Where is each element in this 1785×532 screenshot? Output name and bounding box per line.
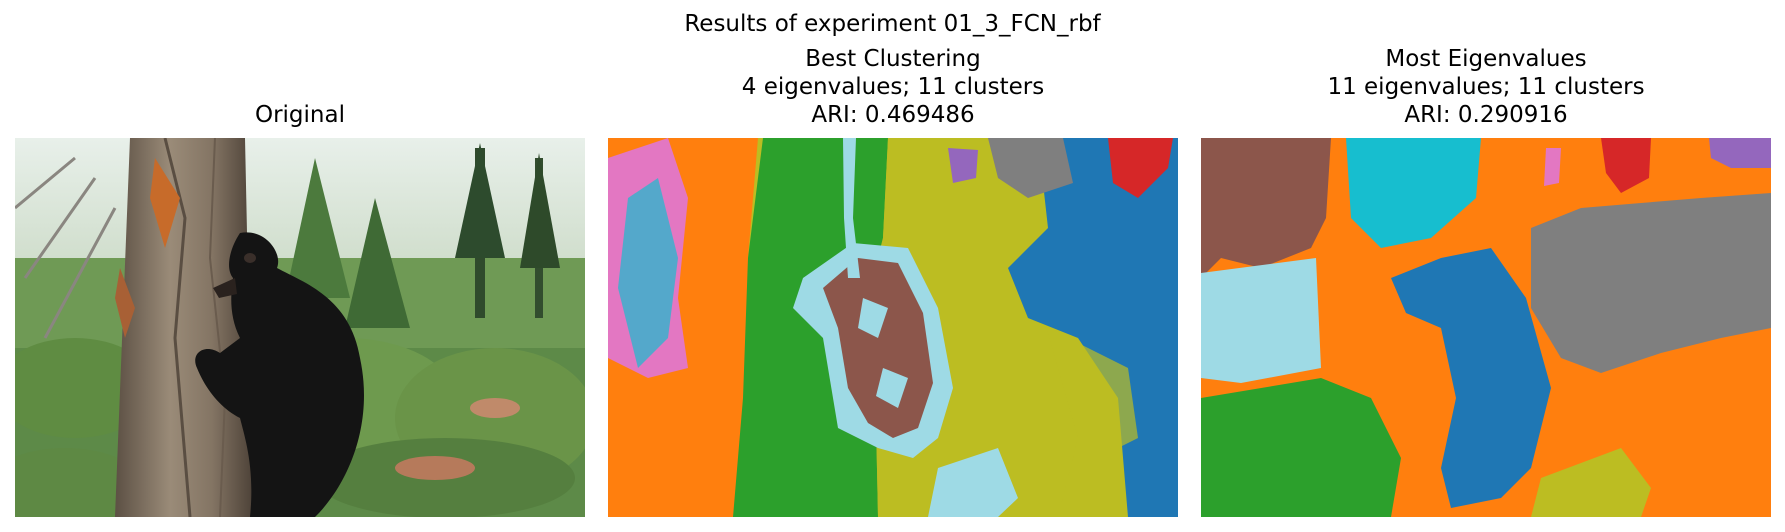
panel-title-line: ARI: 0.469486 xyxy=(811,102,975,128)
best-clustering-segmentation xyxy=(608,138,1178,517)
original-photo xyxy=(15,138,585,517)
panel-title-line: Best Clustering xyxy=(805,46,981,72)
panel-most-title: Most Eigenvalues 11 eigenvalues; 11 clus… xyxy=(1201,45,1771,129)
panel-original-title: Original xyxy=(15,101,585,129)
figure-suptitle: Results of experiment 01_3_FCN_rbf xyxy=(684,11,1101,37)
panel-title-line: 11 eigenvalues; 11 clusters xyxy=(1327,74,1645,100)
panel-title-line: ARI: 0.290916 xyxy=(1404,102,1568,128)
panel-title-line: 4 eigenvalues; 11 clusters xyxy=(741,74,1045,100)
panel-best-title: Best Clustering 4 eigenvalues; 11 cluste… xyxy=(608,45,1178,129)
most-eigenvalues-segmentation xyxy=(1201,138,1771,517)
panel-title-line: Original xyxy=(254,102,345,128)
panel-title-line: Most Eigenvalues xyxy=(1385,46,1587,72)
